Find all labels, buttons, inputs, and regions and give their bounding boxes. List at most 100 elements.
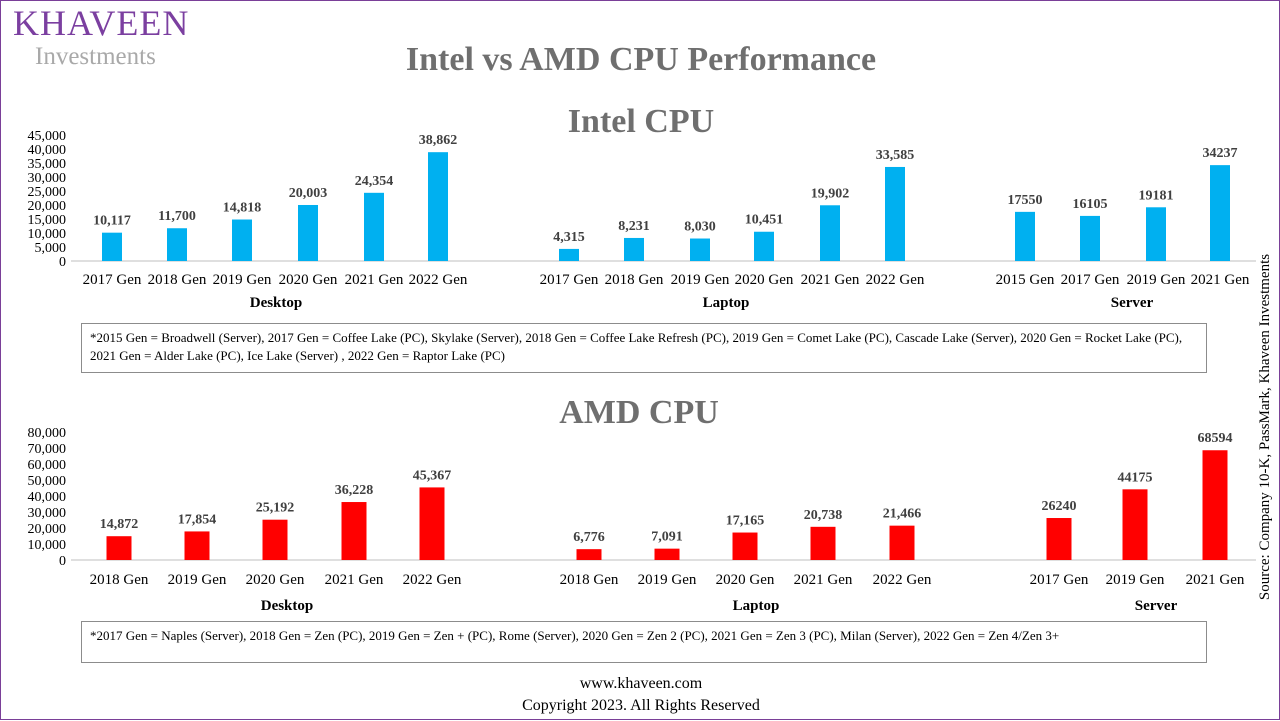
intel-data-label: 8,030 xyxy=(684,220,716,235)
amd-data-label: 44175 xyxy=(1118,470,1153,485)
intel-data-label: 10,451 xyxy=(745,213,784,228)
amd-ytick-label: 30,000 xyxy=(28,506,67,521)
amd-bar xyxy=(810,526,836,560)
amd-category-label: 2021 Gen xyxy=(794,572,853,588)
intel-category-label: 2018 Gen xyxy=(148,272,207,288)
amd-data-label: 7,091 xyxy=(651,530,683,545)
amd-category-label: 2021 Gen xyxy=(1186,572,1245,588)
amd-ytick-label: 60,000 xyxy=(28,458,67,473)
intel-bar xyxy=(428,152,448,261)
intel-data-label: 17550 xyxy=(1008,193,1043,208)
intel-bar xyxy=(624,237,644,261)
intel-bar xyxy=(167,228,187,261)
intel-category-label: 2021 Gen xyxy=(1191,272,1250,288)
amd-bar xyxy=(889,525,915,560)
intel-bar xyxy=(232,219,252,261)
intel-bar xyxy=(1146,207,1166,261)
amd-bar xyxy=(419,487,445,560)
amd-group-label: Laptop xyxy=(733,598,780,614)
intel-ytick-label: 20,000 xyxy=(28,199,67,214)
amd-bar xyxy=(262,519,288,560)
intel-bar xyxy=(885,166,905,261)
amd-group-label: Desktop xyxy=(261,598,314,614)
amd-category-label: 2017 Gen xyxy=(1030,572,1089,588)
intel-bar xyxy=(754,231,774,261)
intel-data-label: 4,315 xyxy=(553,230,585,245)
intel-ytick-label: 25,000 xyxy=(28,185,67,200)
intel-category-label: 2017 Gen xyxy=(540,272,599,288)
amd-ytick-label: 0 xyxy=(59,554,66,569)
intel-note: *2015 Gen = Broadwell (Server), 2017 Gen… xyxy=(81,323,1207,373)
footer-website[interactable]: www.khaveen.com xyxy=(579,675,703,692)
amd-bar xyxy=(184,531,210,560)
amd-bar xyxy=(1122,489,1148,560)
intel-category-label: 2021 Gen xyxy=(345,272,404,288)
amd-group-label: Server xyxy=(1135,598,1178,614)
intel-group-label: Desktop xyxy=(250,295,303,311)
intel-ytick-label: 45,000 xyxy=(28,129,67,144)
amd-data-label: 45,367 xyxy=(413,468,452,483)
intel-ytick-label: 15,000 xyxy=(28,213,67,228)
intel-bar xyxy=(1080,215,1100,261)
intel-bar xyxy=(364,192,384,261)
amd-data-label: 6,776 xyxy=(573,530,605,545)
intel-category-label: 2022 Gen xyxy=(409,272,468,288)
amd-bar xyxy=(1202,450,1228,560)
footer-copyright: Copyright 2023. All Rights Reserved xyxy=(522,697,760,714)
intel-category-label: 2015 Gen xyxy=(996,272,1055,288)
intel-ytick-label: 30,000 xyxy=(28,171,67,186)
amd-ytick-label: 80,000 xyxy=(28,426,67,441)
intel-chart-title: Intel CPU xyxy=(568,103,714,140)
amd-category-label: 2019 Gen xyxy=(1106,572,1165,588)
amd-bar xyxy=(1046,518,1072,560)
intel-ytick-label: 10,000 xyxy=(28,227,67,242)
amd-category-label: 2020 Gen xyxy=(716,572,775,588)
amd-bar xyxy=(106,536,132,560)
intel-data-label: 11,700 xyxy=(158,209,196,224)
amd-category-label: 2021 Gen xyxy=(325,572,384,588)
intel-bar xyxy=(1015,211,1035,261)
amd-bar xyxy=(654,548,680,560)
amd-ytick-label: 10,000 xyxy=(28,538,67,553)
amd-data-label: 17,165 xyxy=(726,514,765,529)
amd-category-label: 2019 Gen xyxy=(168,572,227,588)
intel-category-label: 2018 Gen xyxy=(605,272,664,288)
intel-category-label: 2019 Gen xyxy=(671,272,730,288)
intel-ytick-label: 35,000 xyxy=(28,157,67,172)
amd-category-label: 2020 Gen xyxy=(246,572,305,588)
intel-bar xyxy=(298,204,318,261)
amd-ytick-label: 20,000 xyxy=(28,522,67,537)
intel-bar xyxy=(102,232,122,261)
intel-data-label: 34237 xyxy=(1203,146,1238,161)
intel-data-label: 14,818 xyxy=(223,201,262,216)
intel-data-label: 19181 xyxy=(1139,188,1174,203)
amd-data-label: 68594 xyxy=(1198,431,1233,446)
intel-data-label: 24,354 xyxy=(355,174,394,189)
amd-bar xyxy=(341,502,367,560)
amd-data-label: 20,738 xyxy=(804,508,843,523)
intel-data-label: 16105 xyxy=(1073,197,1108,212)
amd-category-label: 2018 Gen xyxy=(90,572,149,588)
amd-ytick-label: 70,000 xyxy=(28,442,67,457)
amd-data-label: 17,854 xyxy=(178,512,217,527)
intel-category-label: 2021 Gen xyxy=(801,272,860,288)
intel-data-label: 10,117 xyxy=(93,214,131,229)
amd-category-label: 2018 Gen xyxy=(560,572,619,588)
intel-group-label: Server xyxy=(1111,295,1154,311)
intel-bar xyxy=(820,205,840,261)
amd-bar xyxy=(732,532,758,560)
intel-category-label: 2020 Gen xyxy=(279,272,338,288)
amd-category-label: 2022 Gen xyxy=(873,572,932,588)
amd-data-label: 14,872 xyxy=(100,517,139,532)
amd-chart-title: AMD CPU xyxy=(559,394,719,431)
intel-group-label: Laptop xyxy=(703,295,750,311)
brand-logo: KHAVEEN xyxy=(13,3,190,43)
intel-ytick-label: 5,000 xyxy=(35,241,67,256)
amd-category-label: 2019 Gen xyxy=(638,572,697,588)
amd-ytick-label: 50,000 xyxy=(28,474,67,489)
intel-bar xyxy=(690,238,710,261)
intel-data-label: 33,585 xyxy=(876,148,915,163)
intel-category-label: 2019 Gen xyxy=(1127,272,1186,288)
